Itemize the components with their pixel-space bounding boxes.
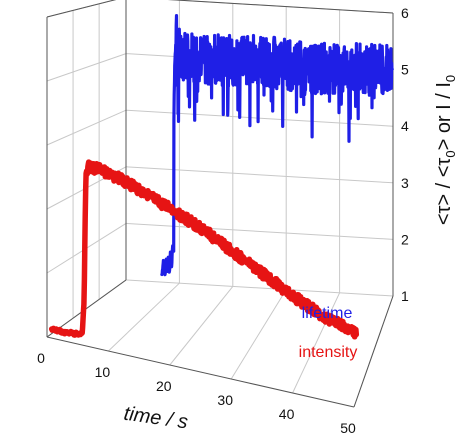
x-tick-label: 30	[217, 392, 233, 408]
z-tick-label: 6	[401, 5, 409, 21]
axes-frame	[46, 0, 394, 408]
gridline-back-z	[125, 166, 394, 184]
gridline-floor-x	[108, 282, 180, 352]
frame-edge	[46, 336, 355, 408]
legend-lifetime: lifetime	[302, 305, 353, 322]
x-tick-label: 0	[37, 350, 45, 366]
frame-edge	[353, 295, 394, 408]
x-tick-label: 40	[279, 406, 295, 422]
gridline-left-z	[46, 53, 127, 82]
series-intensity	[48, 159, 360, 340]
z-tick-label: 5	[401, 62, 409, 78]
z-tick-label: 2	[401, 231, 409, 247]
frame-edge	[46, 0, 117, 18]
series-lifetime	[160, 14, 394, 277]
z-tick-labels: 1 2 3 4 5 6	[401, 5, 409, 304]
z-tick-label: 1	[401, 288, 409, 304]
gridline-floor-x	[230, 289, 287, 380]
z-axis-label-part-a: <τ> / <τ	[433, 158, 455, 226]
frame-edge	[167, 0, 394, 14]
series-layer	[48, 14, 394, 340]
z-axis-label-sub-b: 0	[443, 75, 458, 82]
gridline-floor-x	[292, 292, 341, 394]
gridline-floor-x	[169, 286, 234, 366]
z-axis-label: <τ> / <τ0> or I / I0	[433, 75, 458, 225]
x-axis-label: time / s	[122, 403, 189, 434]
gridline-left-z	[46, 109, 127, 146]
z-axis-label-sub-a: 0	[443, 150, 458, 157]
x-tick-label: 20	[156, 378, 172, 394]
x-tick-labels: 0 10 20 30 40 50	[37, 350, 356, 434]
z-axis-label-part-b: > or I / I	[433, 82, 455, 150]
x-tick-label: 50	[340, 420, 356, 434]
z-tick-label: 3	[401, 175, 409, 191]
z-tick-label: 4	[401, 118, 409, 134]
x-tick-label: 10	[95, 364, 111, 380]
gridline-back-z	[125, 222, 394, 240]
gridline-back-z	[125, 279, 394, 297]
legend-intensity: intensity	[299, 344, 358, 361]
